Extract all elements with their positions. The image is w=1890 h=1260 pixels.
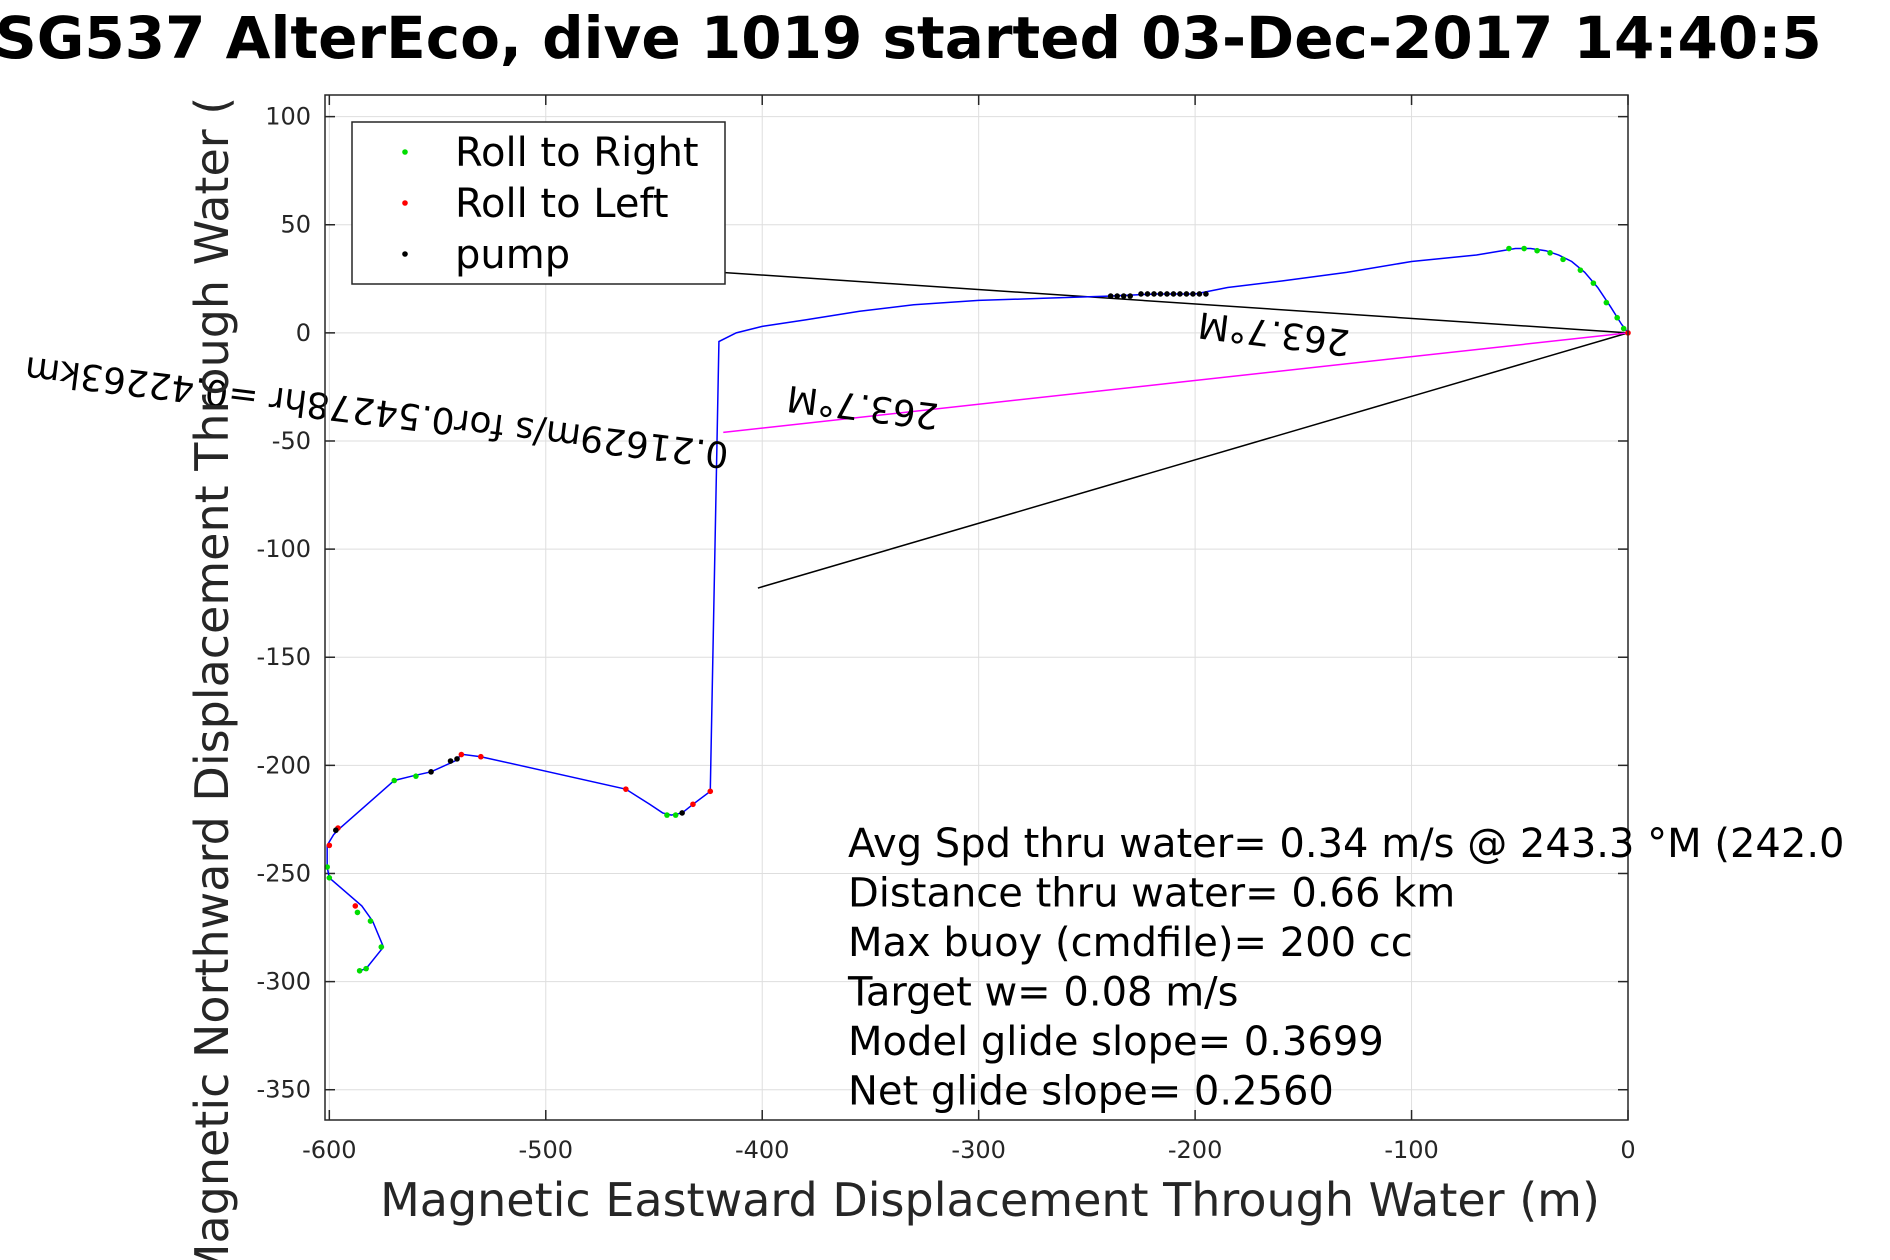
y-tick-label: -300	[257, 968, 311, 996]
pump-point	[1151, 291, 1157, 297]
roll-right-point	[367, 918, 374, 924]
pump-point	[1107, 293, 1114, 299]
pump-point	[1196, 291, 1203, 297]
pump-point	[333, 827, 339, 834]
y-tick-label: -350	[257, 1076, 311, 1104]
roll-left-point	[690, 801, 696, 808]
pump-point	[1144, 291, 1151, 297]
stat-line: Avg Spd thru water= 0.34 m/s @ 243.3 °M …	[848, 821, 1844, 867]
pump-point	[1177, 291, 1183, 297]
pump-point	[1127, 293, 1133, 299]
legend-marker	[402, 149, 408, 155]
chart-title: SG537 AlterEco, dive 1019 started 03-Dec…	[0, 4, 1822, 72]
roll-right-point	[1577, 267, 1584, 273]
x-tick-label: -100	[1384, 1136, 1438, 1164]
y-tick-label: -150	[257, 643, 311, 671]
roll-left-point	[458, 751, 465, 758]
vector-line	[723, 332, 1629, 434]
roll-right-point	[354, 909, 361, 916]
pump-point	[1120, 293, 1127, 299]
stats-annotation: Avg Spd thru water= 0.34 m/s @ 243.3 °M …	[847, 821, 1844, 1115]
roll-right-point	[1521, 245, 1527, 252]
y-tick-label: -200	[257, 751, 311, 779]
legend-marker	[402, 251, 408, 257]
x-tick-label: -400	[735, 1136, 789, 1164]
pump-point	[1203, 291, 1209, 297]
roll-right-point	[378, 944, 385, 950]
roll-right-point	[391, 777, 398, 784]
y-tick-label: -100	[257, 535, 311, 563]
legend-label: Roll to Left	[455, 181, 669, 227]
pump-point	[679, 810, 685, 816]
pump-point	[1170, 291, 1177, 297]
tick-labels: -600 -500 -400 -300 -200 -100 0 100 50 0 -50 -100 -1…	[257, 95, 1636, 1164]
y-tick-label: -50	[272, 427, 311, 455]
roll-right-point	[324, 864, 330, 870]
roll-right-point	[363, 965, 369, 972]
y-tick-label: -250	[257, 859, 311, 887]
y-tick-label: 100	[265, 103, 311, 131]
stat-line: Max buoy (cmdfile)= 200 cc	[848, 920, 1413, 966]
legend-label: pump	[455, 232, 570, 278]
stat-line: Distance thru water= 0.66 km	[848, 871, 1455, 917]
roll-right-point	[1620, 325, 1627, 332]
stat-line: Net glide slope= 0.2560	[848, 1069, 1334, 1115]
roll-right-point	[1506, 245, 1512, 252]
y-tick-label: 50	[280, 211, 311, 239]
roll-left-point	[623, 786, 629, 792]
stat-line: Target w= 0.08 m/s	[847, 970, 1238, 1016]
legend: Roll to Right Roll to Left pump	[351, 121, 726, 285]
pump-point	[428, 769, 434, 775]
x-tick-label: -300	[951, 1136, 1005, 1164]
roll-left-point	[352, 903, 359, 909]
roll-right-point	[1534, 247, 1540, 254]
x-axis-label: Magnetic Eastward Displacement Through W…	[380, 1173, 1600, 1227]
vector-line	[757, 332, 1629, 589]
legend-marker	[402, 200, 408, 206]
pump-point	[1164, 291, 1170, 297]
roll-right-point	[1590, 280, 1597, 286]
x-tick-label: -200	[1168, 1136, 1222, 1164]
roll-left-point	[326, 842, 333, 849]
roll-right-point	[1614, 314, 1620, 321]
stat-line: Model glide slope= 0.3699	[848, 1019, 1384, 1065]
roll-right-point	[326, 875, 333, 881]
y-axis-label: Magnetic Northward Displacement Through …	[185, 97, 239, 1260]
y-tick-label: 0	[296, 319, 311, 347]
pump-point	[1190, 291, 1196, 297]
pump-point	[1114, 293, 1120, 299]
roll-right-point	[1547, 250, 1553, 256]
roll-left-point	[478, 753, 484, 760]
roll-right-point	[1560, 256, 1566, 263]
legend-box	[351, 121, 726, 285]
glider-track-line	[326, 247, 1629, 972]
pump-point	[454, 756, 460, 762]
pump-point	[1157, 291, 1164, 297]
axes-box	[324, 94, 1629, 1121]
roll-right-point	[356, 967, 363, 974]
roll-right-point	[413, 773, 419, 779]
roll-right-point	[672, 812, 679, 818]
pump-point	[447, 758, 454, 764]
x-tick-label: -500	[519, 1136, 573, 1164]
x-tick-label: 0	[1620, 1136, 1635, 1164]
roll-right-point	[664, 812, 670, 818]
roll-left-point	[707, 788, 714, 795]
roll-right-point	[1603, 299, 1610, 306]
legend-label: Roll to Right	[455, 130, 699, 176]
pump-point	[1138, 291, 1144, 297]
vector-line	[721, 271, 1629, 334]
x-tick-label: -600	[302, 1136, 356, 1164]
pump-point	[1183, 291, 1190, 297]
